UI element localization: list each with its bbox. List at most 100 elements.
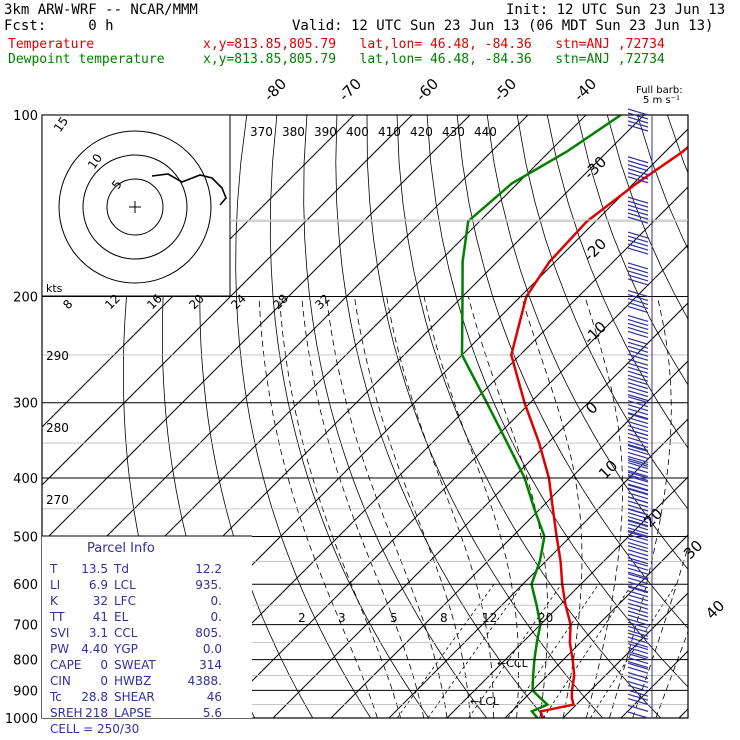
parcel-info-value: 0 bbox=[100, 658, 108, 672]
moist-adiabat-line bbox=[386, 296, 494, 718]
wind-barb bbox=[627, 362, 649, 370]
theta-e-label: 430 bbox=[442, 125, 465, 139]
wind-barb bbox=[627, 314, 649, 323]
wind-barb bbox=[627, 322, 649, 331]
parcel-info-value: 218 bbox=[85, 706, 108, 720]
parcel-info-label: TT bbox=[49, 610, 65, 624]
wind-barb bbox=[627, 693, 649, 701]
wind-barb bbox=[627, 629, 649, 637]
parcel-info-value: 13.5 bbox=[81, 562, 108, 576]
moist-adiabat-line bbox=[326, 296, 448, 718]
moist-adiabat-line bbox=[354, 296, 471, 718]
pressure-label: 1000 bbox=[5, 712, 38, 727]
wind-barb bbox=[627, 318, 649, 327]
wind-barb bbox=[627, 112, 649, 120]
wind-barb bbox=[627, 425, 649, 433]
wind-barb bbox=[627, 382, 649, 390]
wind-barb bbox=[627, 466, 649, 474]
wind-barb bbox=[627, 212, 649, 220]
wind-barb bbox=[627, 474, 649, 482]
wind-barb bbox=[627, 660, 649, 669]
wind-barb bbox=[627, 428, 649, 437]
dewpoint-legend: Dewpoint temperature bbox=[8, 52, 165, 67]
parcel-info-label: CIN bbox=[50, 674, 71, 688]
hodograph-trace bbox=[151, 173, 227, 206]
isotherm-line bbox=[330, 360, 688, 718]
wind-barb bbox=[627, 176, 649, 184]
wind-barb bbox=[627, 488, 649, 496]
wind-barb bbox=[627, 577, 649, 585]
dry-adiabat-line bbox=[667, 115, 688, 174]
wind-barb bbox=[627, 326, 649, 335]
wind-barb bbox=[627, 164, 649, 172]
parcel-info-value: 6.9 bbox=[89, 578, 108, 592]
pressure-label: 900 bbox=[13, 684, 38, 699]
wind-barb bbox=[627, 378, 649, 386]
wind-barb bbox=[627, 412, 649, 420]
wind-barb bbox=[627, 621, 649, 629]
wind-barb bbox=[627, 301, 649, 310]
wind-barb bbox=[627, 487, 649, 495]
hodograph-ring bbox=[82, 154, 188, 260]
lcl-marker: ←LCL bbox=[470, 695, 500, 708]
parcel-info-value: 314 bbox=[199, 658, 222, 672]
wind-barb bbox=[627, 523, 649, 531]
wind-barb bbox=[627, 675, 649, 684]
temp-axis-label: -10 bbox=[580, 318, 610, 348]
wind-barb bbox=[627, 160, 649, 168]
theta-label: 270 bbox=[46, 493, 69, 507]
pressure-label: 100 bbox=[13, 109, 38, 124]
wind-barb bbox=[627, 394, 649, 402]
wind-barb bbox=[627, 484, 649, 492]
wind-barb bbox=[627, 519, 649, 527]
hodograph-frame bbox=[41, 114, 231, 297]
parcel-info-label: SVI bbox=[50, 626, 69, 640]
wind-barb bbox=[627, 247, 649, 255]
isotherm-line bbox=[42, 115, 529, 602]
parcel-info-label: SHEAR bbox=[114, 690, 155, 704]
mixing-ratio-label: 5 bbox=[390, 611, 398, 625]
wind-barb bbox=[627, 557, 649, 565]
dewpoint-line bbox=[460, 115, 622, 718]
wind-barb bbox=[627, 500, 649, 508]
wind-barb bbox=[627, 330, 649, 339]
pressure-label: 200 bbox=[13, 291, 38, 306]
wind-barb bbox=[627, 172, 649, 180]
barb-legend-title: Full barb: bbox=[636, 85, 683, 96]
wind-barb bbox=[627, 531, 649, 539]
moist-adiabat-line bbox=[655, 630, 688, 718]
pressure-label: 800 bbox=[13, 654, 38, 669]
wind-barb bbox=[627, 586, 649, 594]
pressure-label: 700 bbox=[13, 619, 38, 634]
mixing-ratio-line bbox=[543, 583, 633, 718]
parcel-info-value: 4.40 bbox=[81, 642, 108, 656]
wind-barb bbox=[627, 559, 649, 567]
wind-barb bbox=[627, 483, 649, 491]
pressure-label: 400 bbox=[13, 472, 38, 487]
mixing-ratio-label: 3 bbox=[338, 611, 346, 625]
dry-adiabat-line bbox=[335, 115, 546, 718]
hodograph-ring bbox=[106, 178, 164, 236]
theta-label: 280 bbox=[46, 421, 69, 435]
wind-barb bbox=[627, 266, 649, 274]
wind-barb bbox=[627, 243, 649, 251]
wind-barb bbox=[627, 606, 649, 614]
temp-axis-label: 0 bbox=[582, 398, 601, 417]
isotherm-line bbox=[272, 302, 688, 718]
wind-barb bbox=[627, 689, 649, 697]
parcel-info-value: 0. bbox=[211, 594, 222, 608]
wind-barb bbox=[627, 278, 649, 286]
wind-barb bbox=[627, 196, 649, 204]
wind-barb bbox=[627, 549, 649, 557]
isotherm-line bbox=[388, 418, 688, 718]
hodograph-speed-label: 32 bbox=[312, 291, 333, 312]
wind-barb bbox=[627, 408, 649, 416]
wind-barb bbox=[627, 590, 649, 598]
theta-e-label: 410 bbox=[378, 125, 401, 139]
wind-barb bbox=[627, 602, 649, 610]
wind-barb bbox=[627, 239, 649, 247]
wind-barb bbox=[627, 345, 649, 353]
wind-barb bbox=[627, 436, 649, 445]
wind-barb bbox=[627, 353, 649, 361]
